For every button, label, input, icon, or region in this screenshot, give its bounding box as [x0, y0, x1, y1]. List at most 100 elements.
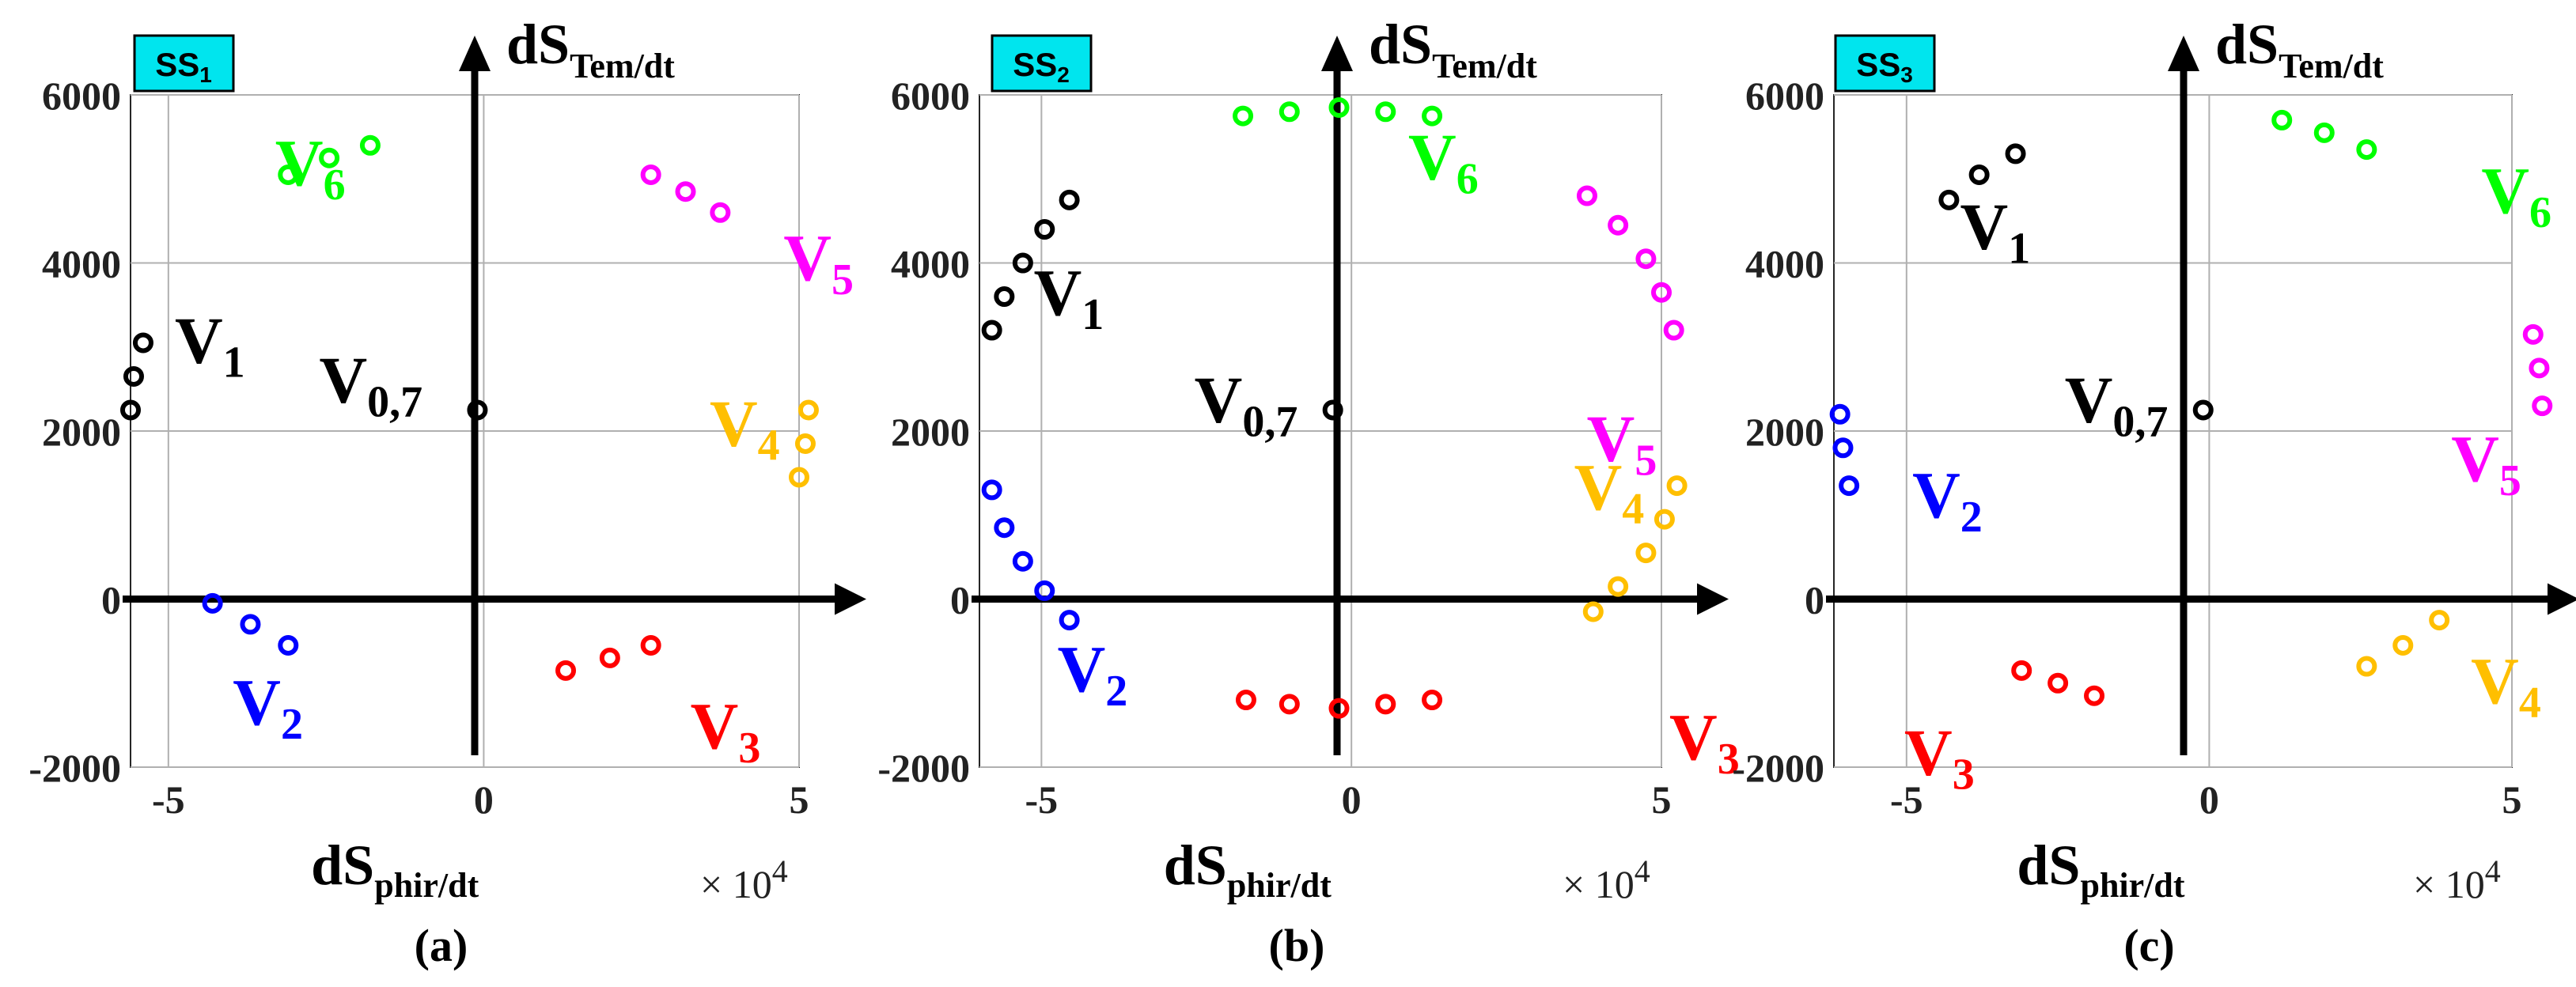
- series-V0,7: V0,7: [2065, 363, 2214, 446]
- data-point: [981, 320, 1002, 341]
- y-tick-label: 2000: [1745, 410, 1824, 454]
- data-point: [1839, 475, 1860, 497]
- series-V5: V5: [2451, 323, 2553, 505]
- data-point: [240, 614, 261, 635]
- data-point: [1059, 189, 1080, 210]
- x-axis-label: dSphir/dt: [2017, 834, 2184, 905]
- series-label: V4: [2471, 645, 2541, 728]
- data-point: [120, 399, 141, 421]
- y-tick-label: 4000: [1745, 242, 1824, 286]
- data-point: [1012, 550, 1033, 572]
- y-tick-label: 6000: [42, 74, 121, 118]
- series-V3: V3: [555, 634, 760, 773]
- data-point: [2048, 672, 2069, 694]
- data-point: [1233, 105, 1254, 127]
- x-tick-label: 5: [2502, 777, 2522, 822]
- data-point: [1059, 610, 1080, 631]
- x-tick-label: 0: [474, 777, 494, 822]
- data-point: [1666, 475, 1688, 497]
- x-axis-label: dSphir/dt: [1164, 834, 1332, 905]
- y-tick-label: 0: [1805, 578, 1824, 622]
- data-point: [1012, 252, 1033, 274]
- series-V2: V2: [1829, 403, 1983, 542]
- data-point: [1235, 690, 1256, 710]
- x-tick-label: 0: [1342, 777, 1362, 822]
- data-point: [359, 134, 381, 156]
- x-multiplier: × 104: [700, 853, 788, 906]
- series-V3: V3: [1235, 690, 1740, 784]
- series-label: V5: [2451, 422, 2521, 505]
- y-axis-label: dSTem/dt: [1369, 13, 1537, 85]
- data-point: [1654, 509, 1675, 530]
- series-label: V4: [710, 387, 780, 470]
- data-point: [1651, 282, 1672, 303]
- data-point: [1279, 101, 1300, 123]
- series-V6: V6: [275, 127, 381, 210]
- data-point: [710, 202, 731, 223]
- x-tick-label: 5: [790, 777, 809, 822]
- data-point: [278, 164, 299, 185]
- y-axis-arrow-icon: [459, 36, 491, 71]
- series-V1: V1: [981, 189, 1104, 341]
- chart-panel-2: -2000 0 2000 4000 6000 -5 0 5 dSTem/dt dSphir/dt ×…: [877, 13, 1739, 971]
- chart-panel-1: -2000 0 2000 4000 6000 -5 0 5 dSTem/dt dSphir/dt ×…: [28, 13, 866, 971]
- series-V2: V2: [202, 592, 303, 749]
- panel-caption: (c): [2123, 920, 2174, 971]
- series-label: V3: [1669, 701, 1740, 784]
- data-point: [994, 517, 1015, 539]
- data-point: [1635, 543, 1657, 564]
- y-tick-label: 4000: [891, 242, 970, 286]
- data-point: [1279, 694, 1300, 715]
- data-point: [2429, 610, 2450, 631]
- series-label: V5: [1587, 403, 1657, 486]
- data-point: [675, 181, 696, 202]
- series-V4: V4: [2356, 610, 2541, 728]
- data-point: [1829, 403, 1851, 425]
- data-point: [640, 634, 661, 656]
- data-point: [1322, 399, 1343, 421]
- series-label: V5: [783, 221, 854, 304]
- y-tick-label: -2000: [1732, 746, 1824, 790]
- series-V2: V2: [981, 479, 1127, 716]
- data-point: [1375, 101, 1396, 123]
- series-label: V6: [2481, 154, 2551, 237]
- data-point: [2392, 634, 2414, 656]
- data-point: [278, 634, 299, 656]
- data-point: [994, 286, 1015, 307]
- panel-badge-label: SS3: [1856, 46, 1913, 87]
- data-point: [467, 399, 488, 421]
- x-tick-label: 5: [1652, 777, 1672, 822]
- data-point: [132, 332, 153, 354]
- data-point: [1608, 214, 1629, 236]
- y-tick-label: 2000: [42, 410, 121, 454]
- panel-badge-label: SS1: [155, 46, 212, 87]
- data-point: [1034, 580, 1055, 601]
- series-label: V1: [1960, 190, 2031, 273]
- panel-caption: (b): [1269, 920, 1325, 971]
- chart-panel-3: -2000 0 2000 4000 6000 -5 0 5 dSTem/dt dSphir/dt ×…: [1732, 13, 2576, 971]
- data-point: [2356, 139, 2377, 161]
- data-point: [2529, 357, 2550, 379]
- data-point: [1422, 105, 1443, 127]
- y-tick-label: -2000: [28, 746, 121, 790]
- data-point: [2011, 660, 2032, 681]
- series-label: V2: [233, 666, 303, 749]
- y-tick-label: 6000: [1745, 74, 1824, 118]
- series-label: V6: [275, 127, 346, 210]
- series-V6: V6: [2271, 109, 2551, 237]
- x-tick-label: -5: [1890, 777, 1923, 822]
- x-multiplier: × 104: [2413, 853, 2501, 906]
- data-point: [1832, 437, 1854, 459]
- data-point: [1582, 601, 1604, 622]
- data-point: [1034, 219, 1055, 240]
- data-point: [2005, 143, 2026, 164]
- panel-badge-label: SS2: [1013, 46, 1070, 87]
- y-tick-label: 2000: [891, 410, 970, 454]
- series-label: V4: [1574, 451, 1645, 534]
- y-axis-label: dSTem/dt: [506, 13, 675, 85]
- series-V1: V1: [1938, 143, 2031, 273]
- series-V3: V3: [1904, 660, 2105, 800]
- x-tick-label: -5: [1025, 777, 1059, 822]
- x-axis-arrow-icon: [835, 583, 866, 615]
